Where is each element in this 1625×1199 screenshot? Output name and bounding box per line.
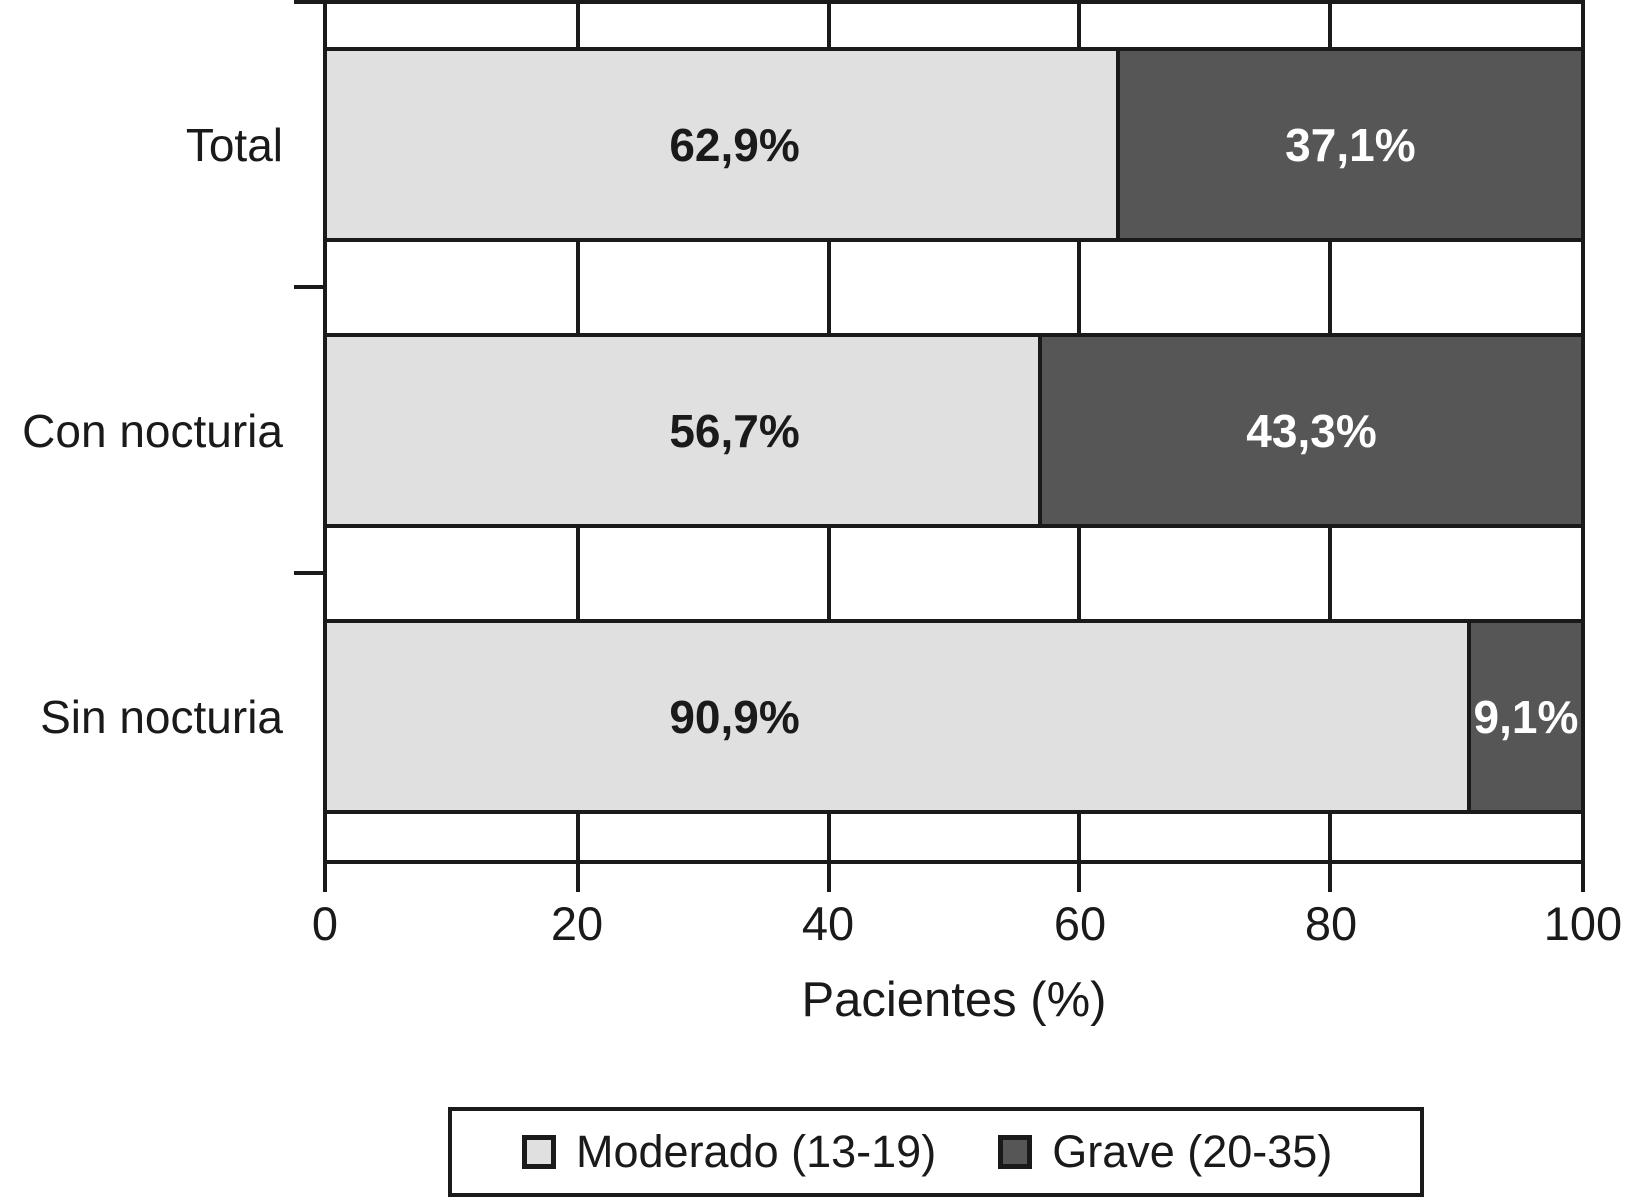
x-tick-label-80: 80	[1304, 897, 1358, 950]
y-tickmark-mid2	[294, 571, 324, 575]
x-tick-label-40: 40	[801, 897, 855, 950]
x-tick-label-100: 100	[1543, 897, 1623, 950]
category-label-con-nocturia: Con nocturia	[22, 405, 283, 457]
legend-swatch-grave-icon	[998, 1135, 1033, 1169]
legend-label-grave: Grave (20-35)	[1052, 1126, 1333, 1177]
x-tickmark-20	[575, 860, 580, 892]
y-tickmark-mid1	[294, 285, 324, 289]
legend-swatch-moderado-icon	[522, 1135, 556, 1169]
category-label-total: Total	[185, 119, 283, 171]
legend-label-moderado: Moderado (13-19)	[576, 1126, 937, 1177]
bar-segment-grave: 43,3%	[1038, 337, 1581, 524]
plot-area: 62,9% 37,1% 56,7% 43,3% 90,9% 9,1%	[323, 0, 1585, 892]
value-label-moderado-con-nocturia: 56,7%	[669, 404, 800, 457]
x-tickmark-80	[1328, 860, 1333, 892]
value-label-grave-con-nocturia: 43,3%	[1246, 404, 1377, 457]
value-label-grave-total: 37,1%	[1285, 118, 1416, 171]
x-tick-label-60: 60	[1053, 897, 1107, 950]
x-tick-label-0: 0	[311, 897, 339, 950]
x-tickmark-0	[323, 860, 327, 892]
x-axis-title: Pacientes (%)	[801, 973, 1107, 1027]
x-tickmark-60	[1077, 860, 1082, 892]
legend-item-grave: Grave (20-35)	[998, 1126, 1332, 1178]
bar-segment-grave: 9,1%	[1466, 623, 1581, 810]
legend: Moderado (13-19) Grave (20-35)	[448, 1107, 1424, 1197]
x-tick-label-20: 20	[550, 897, 604, 950]
category-label-sin-nocturia: Sin nocturia	[40, 691, 283, 743]
bar-sin-nocturia: 90,9% 9,1%	[323, 619, 1585, 814]
bar-total: 62,9% 37,1%	[323, 47, 1585, 242]
value-label-grave-sin-nocturia: 9,1%	[1473, 690, 1579, 743]
x-tickmark-100	[1581, 860, 1585, 892]
x-tickmark-40	[826, 860, 831, 892]
bar-segment-grave: 37,1%	[1115, 51, 1581, 238]
y-tickmark-top	[294, 0, 324, 4]
value-label-moderado-sin-nocturia: 90,9%	[669, 690, 800, 743]
legend-item-moderado: Moderado (13-19)	[522, 1126, 936, 1178]
bar-con-nocturia: 56,7% 43,3%	[323, 333, 1585, 528]
value-label-moderado-total: 62,9%	[669, 118, 800, 171]
